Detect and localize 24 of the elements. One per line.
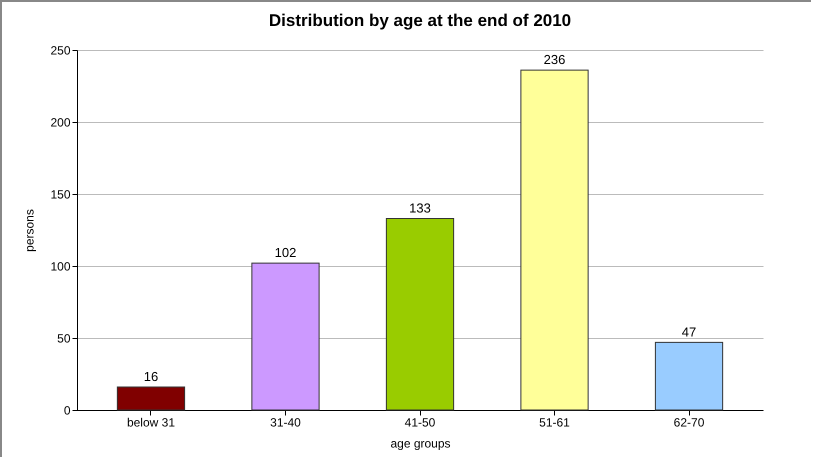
chart-title: Distribution by age at the end of 2010 <box>268 11 572 30</box>
y-tick-label: 50 <box>57 332 71 346</box>
bar <box>654 342 724 410</box>
y-tick-label: 0 <box>64 404 71 418</box>
bar <box>116 386 186 410</box>
x-tick-label: 62-70 <box>674 416 705 430</box>
y-tick-label: 150 <box>50 188 71 202</box>
data-label: 133 <box>409 200 431 216</box>
y-tick-label: 200 <box>50 116 71 130</box>
data-label: 236 <box>544 52 566 68</box>
bar <box>386 218 454 410</box>
x-tick-label: 31-40 <box>270 416 302 430</box>
x-axis-title: age groups <box>390 436 451 450</box>
bar <box>251 262 320 410</box>
y-axis-title: persons <box>22 209 36 252</box>
data-label: 47 <box>682 324 696 340</box>
bar <box>520 70 589 410</box>
x-tick-label: 51-61 <box>539 416 570 430</box>
y-tick-label: 100 <box>50 260 71 274</box>
data-label: 16 <box>144 368 158 384</box>
data-label: 102 <box>274 245 296 260</box>
x-tick-label: below 31 <box>126 416 176 430</box>
x-tick-label: 41-50 <box>404 416 436 430</box>
y-tick-label: 250 <box>50 44 71 58</box>
